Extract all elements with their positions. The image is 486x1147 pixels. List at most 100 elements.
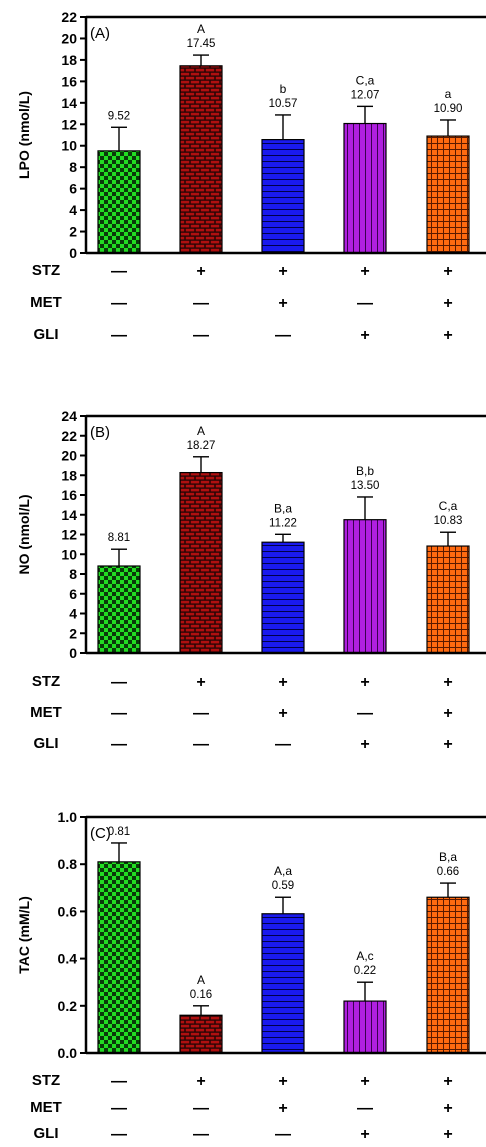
data-label: 0.59 [272, 880, 294, 892]
data-label: 10.90 [434, 103, 463, 115]
data-label: 12.07 [351, 89, 380, 101]
minus-symbol: — [275, 1126, 291, 1142]
data-label: 0.22 [354, 965, 376, 977]
y-tick-label: 0.0 [58, 1045, 78, 1061]
y-tick-label: 6 [69, 181, 77, 197]
plus-symbol: + [443, 263, 452, 280]
y-tick-label: 18 [61, 52, 77, 68]
significance-label: A,c [356, 949, 373, 963]
data-label: 9.52 [108, 110, 130, 122]
panel-label: (C) [90, 825, 111, 842]
y-tick-label: 4 [69, 202, 77, 218]
significance-label: b [280, 82, 287, 96]
y-tick-label: 4 [69, 606, 77, 622]
y-axis-label: TAC (mM/L) [16, 896, 32, 974]
y-tick-label: 10 [61, 138, 77, 154]
minus-symbol: — [357, 295, 373, 312]
bar-control [97, 861, 141, 1054]
minus-symbol: — [357, 705, 373, 722]
data-label: 11.22 [269, 517, 297, 529]
plus-symbol: + [360, 1126, 369, 1142]
y-tick-label: 0.2 [58, 998, 78, 1014]
plus-symbol: + [360, 674, 369, 691]
significance-label: A [197, 424, 205, 438]
significance-label: B,b [356, 464, 374, 478]
plus-symbol: + [196, 674, 205, 691]
bar-control [97, 150, 141, 254]
y-tick-label: 0.8 [58, 856, 78, 872]
plus-symbol: + [360, 736, 369, 753]
significance-label: C,a [439, 499, 458, 513]
minus-symbol: — [111, 674, 127, 691]
y-tick-label: 0.4 [58, 951, 78, 967]
bar-stz-met-gli [426, 545, 470, 654]
y-tick-label: 0 [69, 645, 77, 661]
y-tick-label: 0.6 [58, 903, 78, 919]
data-label: 18.27 [187, 440, 216, 452]
significance-label: A [197, 973, 205, 987]
plus-symbol: + [443, 1126, 452, 1142]
data-label: 0.16 [190, 989, 212, 1001]
plus-symbol: + [278, 1100, 287, 1117]
minus-symbol: — [111, 327, 127, 344]
y-tick-label: 8 [69, 159, 77, 175]
significance-label: C,a [356, 73, 375, 87]
y-tick-label: 6 [69, 586, 77, 602]
treatment-row-label: STZ [32, 1072, 60, 1089]
minus-symbol: — [111, 1073, 127, 1090]
significance-label: a [445, 87, 452, 101]
y-axis-label: NO (nmol/L) [16, 494, 32, 574]
bar-stz-met [261, 913, 305, 1054]
bar-control [97, 565, 141, 654]
data-label: 8.81 [108, 532, 130, 544]
significance-label: A [197, 22, 205, 36]
data-label: 0.81 [108, 826, 130, 838]
plus-symbol: + [443, 1073, 452, 1090]
treatment-row-label: MET [30, 704, 62, 721]
bar-stz-gli [343, 519, 387, 654]
plus-symbol: + [278, 674, 287, 691]
y-tick-label: 14 [61, 507, 77, 523]
minus-symbol: — [193, 295, 209, 312]
treatment-row-label: STZ [32, 673, 60, 690]
plus-symbol: + [196, 1073, 205, 1090]
y-tick-label: 18 [61, 467, 77, 483]
bar-stz-met-gli [426, 896, 470, 1054]
y-tick-label: 12 [61, 116, 77, 132]
treatment-row-label: GLI [34, 1125, 59, 1142]
bar-stz-gli [343, 122, 387, 254]
minus-symbol: — [275, 736, 291, 753]
bar-stz-met-gli [426, 135, 470, 254]
y-tick-label: 20 [61, 448, 77, 464]
plus-symbol: + [278, 263, 287, 280]
bar-stz-met [261, 541, 305, 654]
treatment-row-label: MET [30, 294, 62, 311]
chart-panel: 8.8118.27A11.22B,a13.50B,b10.83C,a024681… [16, 408, 486, 753]
y-tick-label: 20 [61, 30, 77, 46]
plus-symbol: + [360, 1073, 369, 1090]
bar-stz-met [261, 139, 305, 254]
data-label: 10.83 [434, 515, 463, 527]
panel-label: (A) [90, 25, 110, 42]
plus-symbol: + [443, 736, 452, 753]
minus-symbol: — [193, 1126, 209, 1142]
data-label: 17.45 [187, 38, 216, 50]
minus-symbol: — [193, 705, 209, 722]
y-tick-label: 10 [61, 546, 77, 562]
minus-symbol: — [111, 736, 127, 753]
minus-symbol: — [111, 263, 127, 280]
significance-label: B,a [439, 850, 457, 864]
bar-stz [179, 471, 223, 654]
minus-symbol: — [357, 1100, 373, 1117]
chart-panel: 9.52 17.45 A 10.57 b 12.07 C,a 10.90 a 0 2 4 6 8 10 12 1… [16, 9, 486, 344]
y-tick-label: 2 [69, 625, 77, 641]
minus-symbol: — [111, 1126, 127, 1142]
chart-panel: 0.81 0.16 A 0.59 A,a 0.22 A,c 0.66 B,a 0.0 0.2 0.4 0… [16, 809, 486, 1143]
y-tick-label: 24 [61, 408, 77, 424]
plus-symbol: + [443, 327, 452, 344]
plus-symbol: + [278, 295, 287, 312]
minus-symbol: — [193, 736, 209, 753]
plus-symbol: + [443, 295, 452, 312]
y-tick-label: 14 [61, 95, 77, 111]
